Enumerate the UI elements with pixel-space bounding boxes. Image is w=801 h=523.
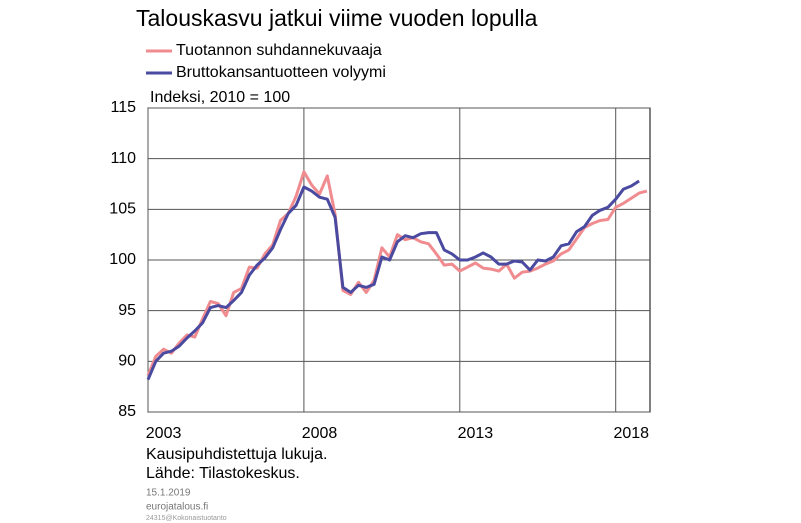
y-tick-label: 90 bbox=[118, 353, 136, 370]
y-axis-label: Indeksi, 2010 = 100 bbox=[150, 89, 290, 106]
y-tick-label: 115 bbox=[110, 99, 136, 116]
chart-title: Talouskasvu jatkui viime vuoden lopulla bbox=[136, 5, 538, 31]
line bbox=[146, 170, 648, 377]
legend-label: Bruttokansantuotteen volyymi bbox=[176, 64, 386, 81]
y-tick-label: 105 bbox=[109, 201, 136, 218]
footer: eurojatalous.fi bbox=[146, 502, 208, 513]
y-tick-label: 110 bbox=[110, 150, 136, 167]
note: Lähde: Tilastokeskus. bbox=[146, 465, 300, 482]
y-tick-label: 85 bbox=[118, 403, 136, 420]
legend-label: Tuotannon suhdannekuvaaja bbox=[176, 42, 382, 59]
line bbox=[146, 179, 640, 381]
x-tick-label: 2008 bbox=[302, 425, 338, 442]
x-tick-label: 2013 bbox=[458, 425, 494, 442]
footer: 15.1.2019 bbox=[146, 488, 191, 499]
y-tick-label: 100 bbox=[109, 251, 136, 268]
x-tick-label: 2018 bbox=[613, 425, 649, 442]
y-tick-label: 95 bbox=[118, 302, 136, 319]
note: Kausipuhdistettuja lukuja. bbox=[146, 446, 327, 463]
footer: 24315@Kokonaistuotanto bbox=[146, 515, 227, 522]
x-tick-label: 2003 bbox=[146, 425, 182, 442]
